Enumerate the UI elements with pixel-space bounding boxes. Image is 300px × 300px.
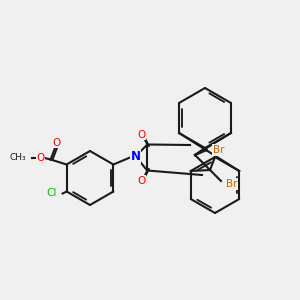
Text: Br: Br [226,179,238,189]
Text: Br: Br [213,145,224,155]
Text: O: O [137,130,146,140]
Text: Cl: Cl [46,188,57,199]
Text: O: O [52,137,61,148]
Text: N: N [130,150,140,163]
Text: O: O [37,152,45,163]
Text: O: O [137,176,146,185]
Text: CH₃: CH₃ [10,153,27,162]
